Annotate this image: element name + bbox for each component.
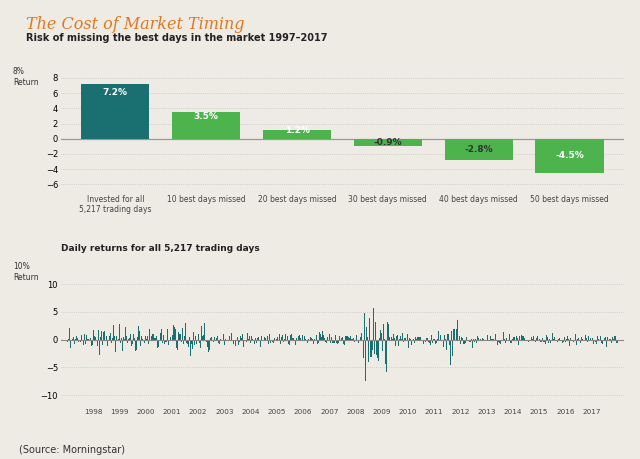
Text: 10%
Return: 10% Return (13, 262, 38, 282)
Text: -2.8%: -2.8% (465, 145, 493, 154)
Text: The Cost of Market Timing: The Cost of Market Timing (26, 16, 244, 33)
Bar (354, 139, 422, 146)
Text: 1.2%: 1.2% (285, 127, 309, 135)
Bar (81, 84, 149, 139)
Text: -0.9%: -0.9% (374, 138, 402, 147)
Bar (445, 139, 513, 160)
Text: Daily returns for all 5,217 trading days: Daily returns for all 5,217 trading days (61, 244, 260, 252)
Text: -4.5%: -4.5% (555, 151, 584, 160)
Bar (536, 139, 604, 173)
Text: Risk of missing the best days in the market 1997–2017: Risk of missing the best days in the mar… (26, 33, 327, 43)
Bar (172, 112, 240, 139)
Text: (Source: Morningstar): (Source: Morningstar) (19, 445, 125, 455)
Bar (263, 129, 331, 139)
Text: 3.5%: 3.5% (194, 112, 219, 121)
Text: 8%
Return: 8% Return (13, 67, 38, 87)
Text: 7.2%: 7.2% (103, 88, 128, 97)
